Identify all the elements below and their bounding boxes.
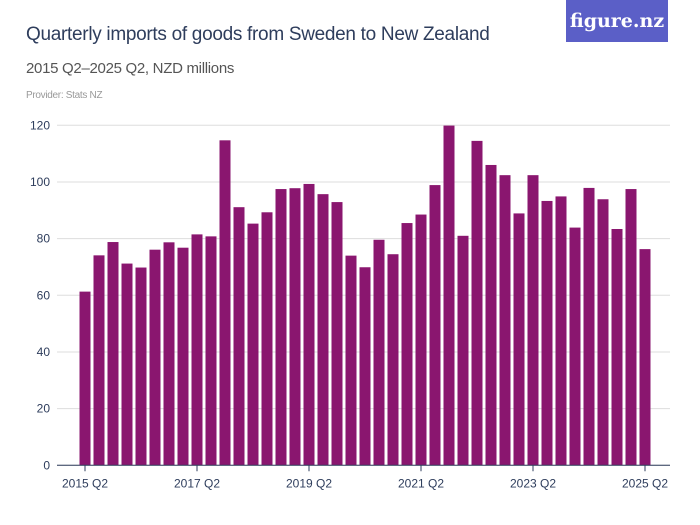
bar	[191, 234, 203, 466]
bar	[387, 254, 399, 466]
bar	[163, 242, 175, 466]
bar	[359, 267, 371, 466]
x-tick-label: 2019 Q2	[286, 476, 332, 490]
bar	[345, 255, 357, 466]
figure-nz-logo[interactable]: figure.nz	[566, 0, 668, 42]
bar	[485, 164, 497, 466]
bar	[499, 175, 511, 466]
bar	[317, 194, 329, 466]
bar	[275, 189, 287, 466]
bar	[597, 199, 609, 466]
bar	[443, 125, 455, 466]
bar	[107, 242, 119, 466]
bar	[569, 227, 581, 466]
bar	[121, 263, 133, 466]
bar	[541, 200, 553, 466]
bar	[233, 207, 245, 466]
y-tick-label: 80	[37, 232, 51, 246]
y-tick-label: 60	[37, 288, 51, 302]
bar	[205, 236, 217, 466]
y-tick-label: 120	[30, 118, 50, 132]
bar	[261, 212, 273, 466]
bar	[513, 213, 525, 466]
bar	[373, 239, 385, 466]
y-tick-label: 0	[43, 458, 50, 472]
bar	[303, 183, 315, 466]
bar	[79, 291, 91, 466]
bar	[177, 247, 189, 466]
chart-title: Quarterly imports of goods from Sweden t…	[26, 24, 490, 45]
bar	[149, 249, 161, 466]
bar	[555, 196, 567, 466]
x-tick-label: 2017 Q2	[174, 476, 220, 490]
y-tick-label: 20	[37, 402, 51, 416]
chart-subtitle: 2015 Q2–2025 Q2, NZD millions	[26, 60, 235, 77]
bar	[331, 202, 343, 466]
x-tick-label: 2023 Q2	[510, 476, 556, 490]
bar	[401, 223, 413, 466]
bar	[527, 175, 539, 466]
bar	[429, 185, 441, 466]
bar	[471, 140, 483, 466]
bar	[135, 267, 147, 466]
bar	[289, 188, 301, 466]
y-tick-label: 40	[37, 345, 51, 359]
y-tick-label: 100	[30, 175, 50, 189]
bar	[639, 249, 651, 466]
bar	[247, 223, 259, 466]
bar	[583, 187, 595, 466]
bar	[611, 229, 623, 466]
x-tick-label: 2021 Q2	[398, 476, 444, 490]
x-tick-label: 2015 Q2	[62, 476, 108, 490]
provider-text: Provider: Stats NZ	[26, 90, 103, 101]
bar	[219, 140, 231, 466]
bar	[93, 255, 105, 466]
x-tick-label: 2025 Q2	[622, 476, 668, 490]
bar	[457, 235, 469, 466]
bar	[415, 214, 427, 466]
bar	[625, 189, 637, 466]
